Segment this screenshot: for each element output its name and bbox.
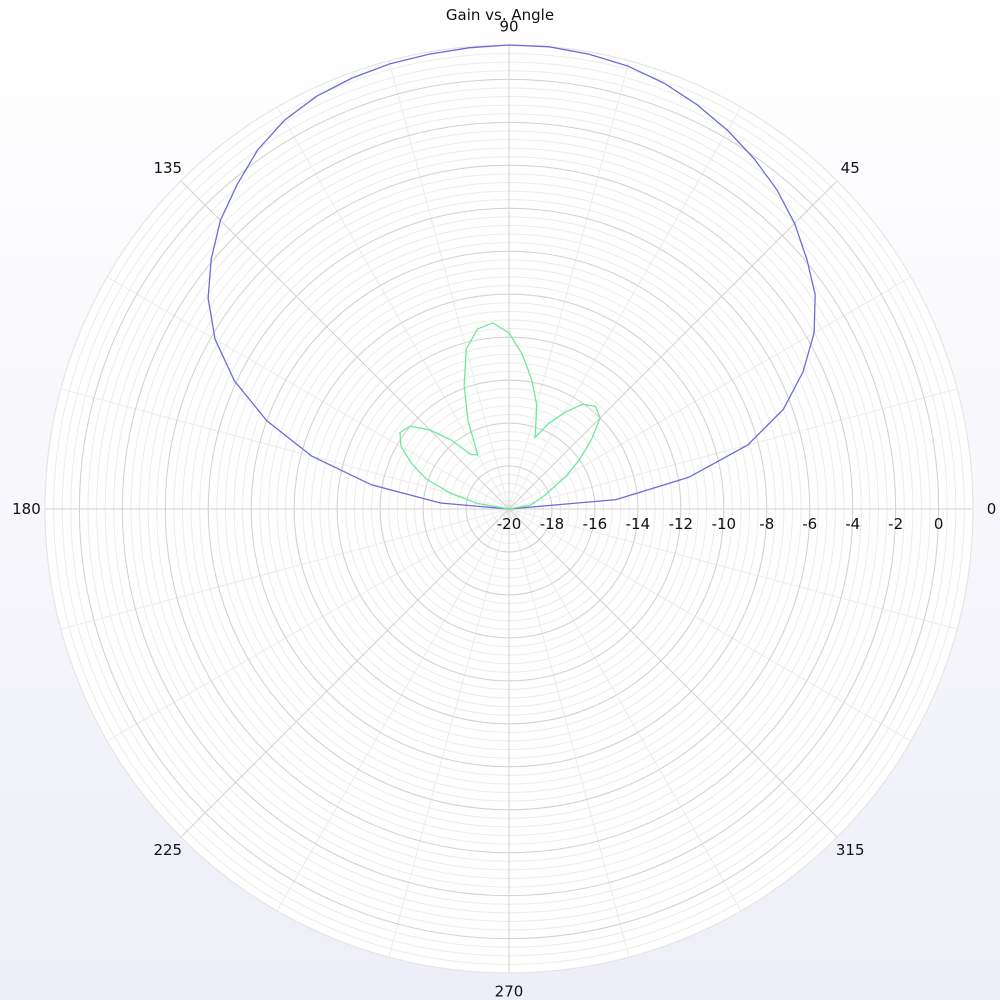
angular-tick-label: 90: [499, 17, 518, 35]
radial-tick-label: -14: [626, 515, 651, 533]
angular-tick-label: 180: [12, 500, 41, 518]
tick-labels: -20 -18 -16 -14 -12 -10 -8 -6 -4 -2 00459013518022…: [12, 17, 996, 1000]
major-grid-spoke: [180, 508, 510, 838]
angular-tick-label: 225: [153, 841, 182, 859]
angular-tick-label: 45: [841, 159, 860, 177]
radial-tick-label: -4: [845, 515, 860, 533]
chart-title: Gain vs. Angle: [446, 6, 554, 24]
radial-tick-label: -12: [669, 515, 694, 533]
radial-tick-label: -6: [802, 515, 817, 533]
major-grid-spoke: [508, 508, 838, 838]
series-line-1: [207, 44, 816, 510]
series-layer: [207, 44, 816, 510]
angular-tick-label: 0: [987, 500, 997, 518]
angular-tick-label: 270: [495, 983, 524, 1000]
major-grid-spoke: [180, 180, 510, 510]
angular-tick-label: 135: [153, 159, 182, 177]
series-line-2: [399, 322, 601, 510]
radial-tick-label: -10: [712, 515, 737, 533]
radial-tick-label: 0: [934, 515, 944, 533]
radial-tick-label: -16: [583, 515, 608, 533]
angular-tick-label: 315: [836, 841, 865, 859]
radial-tick-label: -8: [759, 515, 774, 533]
radial-tick-label: -18: [540, 515, 565, 533]
radial-tick-label: -20: [497, 515, 522, 533]
radial-tick-label: -2: [888, 515, 903, 533]
major-grid-spoke: [508, 180, 838, 510]
